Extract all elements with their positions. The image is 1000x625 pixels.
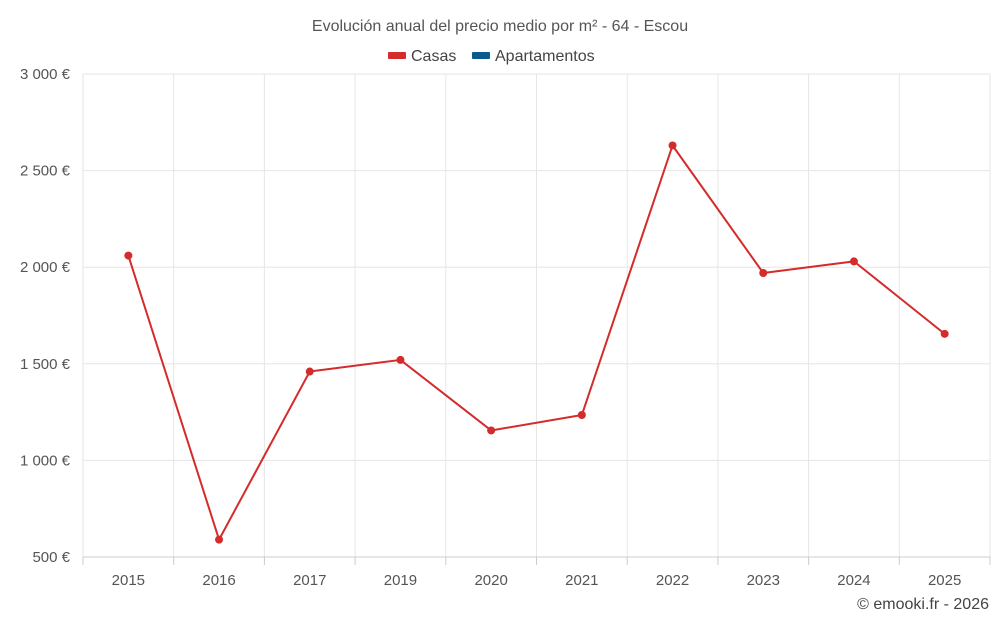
legend-label-casas: Casas — [411, 48, 456, 65]
y-tick-label: 3 000 € — [20, 66, 71, 83]
y-tick-label: 500 € — [32, 549, 70, 566]
legend-label-apartamentos: Apartamentos — [495, 48, 595, 65]
legend-item-casas[interactable]: Casas — [388, 48, 456, 65]
data-point-casas[interactable] — [124, 251, 133, 260]
legend-swatch-casas — [388, 52, 406, 59]
y-tick-label: 2 500 € — [20, 163, 71, 180]
x-tick-label: 2020 — [474, 572, 507, 589]
data-point-casas[interactable] — [396, 355, 405, 364]
x-tick-label: 2024 — [837, 572, 870, 589]
x-tick-label: 2023 — [747, 572, 780, 589]
legend-item-apartamentos[interactable]: Apartamentos — [472, 48, 595, 65]
y-tick-label: 2 000 € — [20, 259, 71, 276]
x-tick-label: 2025 — [928, 572, 961, 589]
data-point-casas[interactable] — [487, 426, 496, 435]
series-layer — [124, 141, 949, 544]
legend: Casas Apartamentos — [388, 48, 595, 65]
data-point-casas[interactable] — [759, 268, 768, 277]
y-tick-label: 1 500 € — [20, 356, 71, 373]
data-point-casas[interactable] — [940, 329, 949, 338]
y-tick-label: 1 000 € — [20, 452, 71, 469]
x-tick-label: 2017 — [293, 572, 326, 589]
data-point-casas[interactable] — [305, 367, 314, 376]
chart-title: Evolución anual del precio medio por m² … — [312, 18, 688, 35]
legend-swatch-apartamentos — [472, 52, 490, 59]
data-point-casas[interactable] — [577, 410, 586, 419]
x-tick-label: 2016 — [202, 572, 235, 589]
x-tick-label: 2022 — [656, 572, 689, 589]
series-line-casas — [127, 144, 946, 541]
data-point-casas[interactable] — [849, 257, 858, 266]
x-tick-label: 2015 — [112, 572, 145, 589]
data-point-casas[interactable] — [215, 535, 224, 544]
y-axis-ticks: 500 € 1 000 € 1 500 € 2 000 € 2 500 € 3 000 € — [20, 66, 71, 566]
x-axis-ticks: 2015 2016 2017 2019 2020 2021 2022 2023 2024 2025 — [82, 557, 991, 589]
x-tick-label: 2021 — [565, 572, 598, 589]
data-point-casas[interactable] — [668, 141, 677, 150]
x-gridlines — [82, 74, 991, 557]
credit-text: © emooki.fr - 2026 — [857, 596, 989, 613]
x-tick-label: 2019 — [384, 572, 417, 589]
